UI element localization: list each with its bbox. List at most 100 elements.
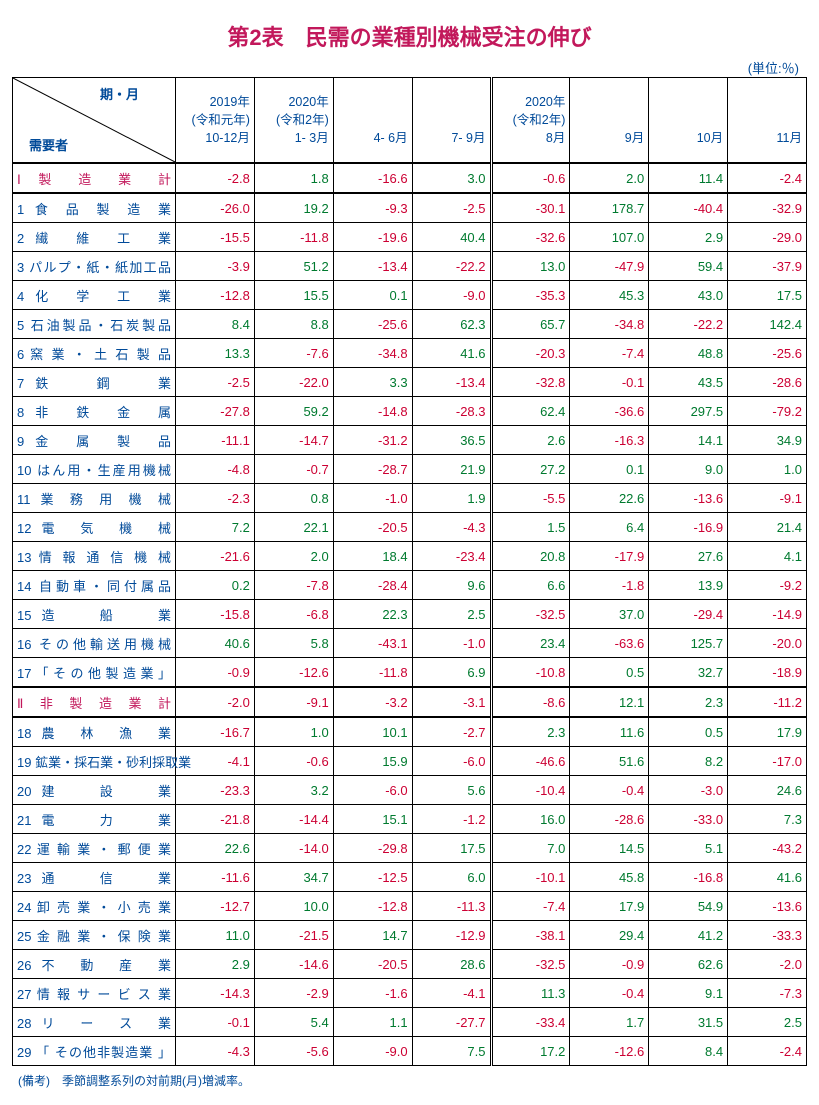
data-cell: -0.6: [254, 747, 333, 776]
data-cell: 24.6: [728, 776, 807, 805]
data-cell: 17.5: [412, 834, 491, 863]
table-row: 14 自動車・同付属品0.2-7.8-28.49.66.6-1.813.9-9.…: [13, 571, 807, 600]
data-cell: 9.1: [649, 979, 728, 1008]
row-label: 21 電 力 業: [13, 805, 176, 834]
table-row: 13 情 報 通 信 機 械-21.62.018.4-23.420.8-17.9…: [13, 542, 807, 571]
data-cell: -14.9: [728, 600, 807, 629]
data-cell: 2.0: [254, 542, 333, 571]
data-cell: 7.3: [728, 805, 807, 834]
data-cell: -20.3: [491, 339, 570, 368]
table-row: 2 繊 維 工 業-15.5-11.8-19.640.4-32.6107.02.…: [13, 223, 807, 252]
table-row: 1 食 品 製 造 業-26.019.2-9.3-2.5-30.1178.7-4…: [13, 193, 807, 223]
data-cell: -1.6: [333, 979, 412, 1008]
data-cell: -17.9: [570, 542, 649, 571]
data-cell: -34.8: [333, 339, 412, 368]
data-cell: 41.2: [649, 921, 728, 950]
data-cell: -14.3: [176, 979, 255, 1008]
data-cell: -3.2: [333, 687, 412, 717]
footnote: (備考) 季節調整系列の対前期(月)増減率。: [12, 1072, 807, 1089]
data-cell: -2.5: [176, 368, 255, 397]
data-cell: 17.9: [570, 892, 649, 921]
data-cell: -13.6: [649, 484, 728, 513]
row-label: 23 通 信 業: [13, 863, 176, 892]
data-cell: 2.6: [491, 426, 570, 455]
data-cell: -43.2: [728, 834, 807, 863]
data-cell: 1.0: [728, 455, 807, 484]
row-label: 9 金 属 製 品: [13, 426, 176, 455]
column-header: 2020年(令和2年)8月: [491, 78, 570, 164]
data-cell: 62.4: [491, 397, 570, 426]
column-header: 10月: [649, 78, 728, 164]
data-cell: 3.3: [333, 368, 412, 397]
data-cell: 15.5: [254, 281, 333, 310]
data-cell: -20.0: [728, 629, 807, 658]
row-label: 19 鉱業・採石業・砂利採取業: [13, 747, 176, 776]
data-cell: -13.4: [412, 368, 491, 397]
data-cell: -6.0: [333, 776, 412, 805]
table-row: 28 リ ー ス 業-0.15.41.1-27.7-33.41.731.52.5: [13, 1008, 807, 1037]
data-cell: -6.8: [254, 600, 333, 629]
data-cell: 22.3: [333, 600, 412, 629]
data-cell: -1.8: [570, 571, 649, 600]
data-cell: -30.1: [491, 193, 570, 223]
table-row: 22 運 輸 業 ・ 郵 便 業22.6-14.0-29.817.57.014.…: [13, 834, 807, 863]
row-label: 22 運 輸 業 ・ 郵 便 業: [13, 834, 176, 863]
data-cell: 4.1: [728, 542, 807, 571]
row-label: 6 窯 業 ・ 土 石 製 品: [13, 339, 176, 368]
data-cell: 45.3: [570, 281, 649, 310]
data-cell: 27.6: [649, 542, 728, 571]
data-cell: -21.6: [176, 542, 255, 571]
data-cell: 9.0: [649, 455, 728, 484]
data-cell: 22.1: [254, 513, 333, 542]
data-cell: 11.4: [649, 163, 728, 193]
data-cell: -10.1: [491, 863, 570, 892]
row-label: 25 金 融 業 ・ 保 険 業: [13, 921, 176, 950]
data-cell: -0.6: [491, 163, 570, 193]
table-row: 7 鉄 鋼 業-2.5-22.03.3-13.4-32.8-0.143.5-28…: [13, 368, 807, 397]
data-cell: -0.9: [570, 950, 649, 979]
data-cell: -1.0: [333, 484, 412, 513]
table-row: 21 電 力 業-21.8-14.415.1-1.216.0-28.6-33.0…: [13, 805, 807, 834]
data-cell: -15.5: [176, 223, 255, 252]
data-cell: -11.8: [254, 223, 333, 252]
data-cell: -28.3: [412, 397, 491, 426]
data-cell: 22.6: [570, 484, 649, 513]
table-row: 25 金 融 業 ・ 保 険 業11.0-21.514.7-12.9-38.12…: [13, 921, 807, 950]
unit-label: (単位:％): [12, 58, 807, 77]
data-cell: 40.6: [176, 629, 255, 658]
demand-label: 需要者: [29, 135, 68, 154]
data-cell: -2.4: [728, 163, 807, 193]
data-cell: 20.8: [491, 542, 570, 571]
data-cell: 14.5: [570, 834, 649, 863]
table-row: 24 卸 売 業 ・ 小 売 業-12.710.0-12.8-11.3-7.41…: [13, 892, 807, 921]
data-cell: -9.1: [728, 484, 807, 513]
table-row: 29 「 その他非製造業 」-4.3-5.6-9.07.517.2-12.68.…: [13, 1037, 807, 1066]
table-row: 8 非 鉄 金 属-27.859.2-14.8-28.362.4-36.6297…: [13, 397, 807, 426]
data-cell: 0.1: [570, 455, 649, 484]
table-row: 18 農 林 漁 業-16.71.010.1-2.72.311.60.517.9: [13, 717, 807, 747]
table-row: 26 不 動 産 業2.9-14.6-20.528.6-32.5-0.962.6…: [13, 950, 807, 979]
table-row: 9 金 属 製 品-11.1-14.7-31.236.52.6-16.314.1…: [13, 426, 807, 455]
data-cell: 107.0: [570, 223, 649, 252]
data-cell: 22.6: [176, 834, 255, 863]
data-cell: 0.1: [333, 281, 412, 310]
data-cell: 36.5: [412, 426, 491, 455]
data-cell: -4.1: [412, 979, 491, 1008]
data-cell: -28.6: [728, 368, 807, 397]
data-cell: -7.6: [254, 339, 333, 368]
data-cell: -9.3: [333, 193, 412, 223]
data-cell: -17.0: [728, 747, 807, 776]
data-cell: 0.5: [649, 717, 728, 747]
row-label: 26 不 動 産 業: [13, 950, 176, 979]
table-row: 11 業 務 用 機 械-2.30.8-1.01.9-5.522.6-13.6-…: [13, 484, 807, 513]
data-cell: -4.3: [176, 1037, 255, 1066]
data-cell: 2.3: [491, 717, 570, 747]
data-cell: -12.7: [176, 892, 255, 921]
data-cell: 34.9: [728, 426, 807, 455]
data-cell: -12.9: [412, 921, 491, 950]
data-cell: -0.4: [570, 979, 649, 1008]
data-cell: -9.0: [333, 1037, 412, 1066]
data-cell: -0.1: [176, 1008, 255, 1037]
data-cell: -40.4: [649, 193, 728, 223]
data-cell: -47.9: [570, 252, 649, 281]
